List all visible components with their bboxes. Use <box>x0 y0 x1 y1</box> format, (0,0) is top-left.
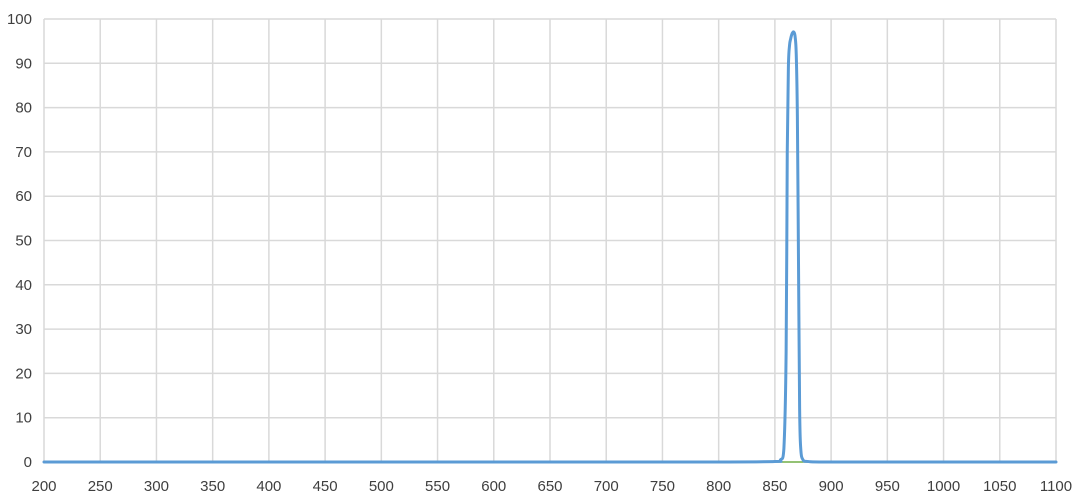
y-tick-label: 80 <box>15 100 32 117</box>
x-tick-label: 850 <box>762 478 787 495</box>
x-tick-label: 450 <box>313 478 338 495</box>
y-tick-label: 40 <box>15 277 32 294</box>
y-tick-label: 90 <box>15 55 32 72</box>
y-tick-label: 20 <box>15 365 32 382</box>
y-tick-label: 100 <box>7 11 32 28</box>
y-tick-label: 10 <box>15 410 32 427</box>
x-tick-label: 650 <box>537 478 562 495</box>
grid <box>43 18 1057 463</box>
x-tick-label: 600 <box>481 478 506 495</box>
y-axis-tick-labels: 0 10 20 30 40 50 60 70 80 90 100 <box>7 11 32 471</box>
x-tick-label: 300 <box>144 478 169 495</box>
x-tick-label: 400 <box>256 478 281 495</box>
y-tick-label: 60 <box>15 188 32 205</box>
y-tick-label: 30 <box>15 321 32 338</box>
x-tick-label: 750 <box>650 478 675 495</box>
x-tick-label: 700 <box>594 478 619 495</box>
x-tick-label: 900 <box>819 478 844 495</box>
x-tick-label: 1100 <box>1040 478 1072 495</box>
y-tick-label: 70 <box>15 144 32 161</box>
x-tick-label: 250 <box>88 478 113 495</box>
x-tick-label: 1050 <box>983 478 1016 495</box>
x-tick-label: 550 <box>425 478 450 495</box>
x-tick-label: 500 <box>369 478 394 495</box>
y-tick-label: 0 <box>24 454 32 471</box>
x-tick-label: 1000 <box>927 478 960 495</box>
x-tick-label: 800 <box>706 478 731 495</box>
transmission-series-line <box>42 30 1058 464</box>
x-tick-label: 950 <box>875 478 900 495</box>
plot-area <box>42 30 1058 464</box>
x-tick-label: 350 <box>200 478 225 495</box>
x-axis-tick-labels: 200 250 300 350 400 450 500 550 600 650 700 750 800 8… <box>31 478 1072 495</box>
y-tick-label: 50 <box>15 233 32 250</box>
x-tick-label: 200 <box>31 478 56 495</box>
